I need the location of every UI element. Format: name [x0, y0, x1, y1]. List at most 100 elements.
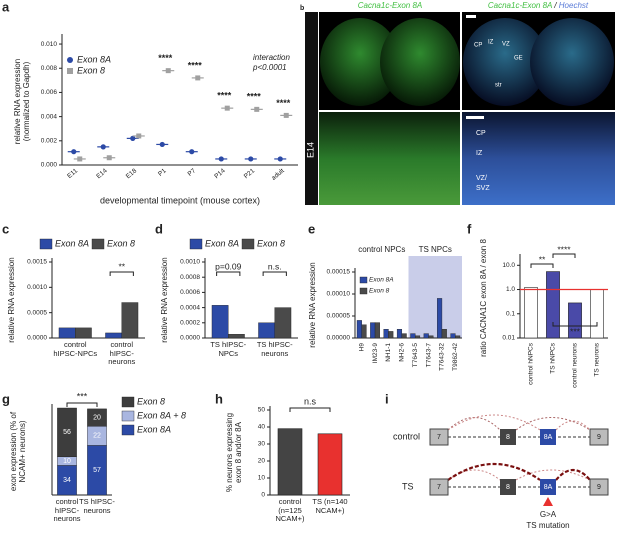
annotation: n.s [304, 396, 317, 406]
group-label: TS NPCs [419, 245, 452, 254]
x-tick-label: TS hIPSC-NPCs [210, 340, 247, 358]
bar [388, 331, 394, 339]
image-tissue [320, 18, 400, 106]
y-axis-label: exon expression (% of [9, 411, 18, 491]
point [189, 149, 195, 155]
legend-swatch [67, 57, 73, 63]
x-tick-label: T9862-42 [452, 343, 459, 371]
bar [121, 302, 139, 339]
y-tick-label: 0.006 [41, 89, 58, 96]
point [71, 149, 77, 155]
bar [590, 289, 604, 339]
bar [383, 329, 389, 339]
y-tick-label: 0.000 [41, 162, 58, 169]
significance: **** [276, 98, 291, 108]
mutation-label: G>A [540, 510, 557, 519]
x-tick-label: adult [270, 167, 285, 182]
legend-swatch [91, 238, 105, 250]
legend-swatch [67, 68, 73, 74]
y-tick-label: 0.0002 [180, 320, 200, 327]
legend-label: Exon 8 [77, 65, 105, 75]
exon [500, 479, 516, 495]
segment-label: 10 [63, 458, 71, 465]
x-tick-label: TS (n=140 NCAM+) [312, 497, 348, 515]
segment-label: 22 [93, 433, 101, 440]
image-tissue [463, 18, 547, 106]
bar [546, 271, 560, 339]
bar [568, 302, 582, 339]
region-label: CP [476, 130, 486, 137]
y-tick-label: 0.1 [506, 310, 515, 317]
bracket [289, 407, 331, 412]
legend-swatch [39, 238, 53, 250]
y-tick-label: 0.0004 [180, 304, 200, 311]
y-tick-label: 0.0005 [27, 309, 47, 316]
y-tick-label: 0.008 [41, 65, 58, 72]
annotation: interaction [253, 53, 290, 62]
segment-label: 34 [63, 477, 71, 484]
x-axis-label: developmental timepoint (mouse cortex) [100, 195, 260, 205]
significance: **** [247, 92, 262, 102]
x-tick-label: TS hIPSC-neurons [256, 340, 293, 358]
y-tick-label: 20 [258, 458, 266, 465]
legend-label: Exon 8A + 8 [137, 410, 186, 420]
bar [428, 335, 434, 339]
y-tick-label: 50 [258, 407, 266, 414]
bracket [66, 402, 98, 407]
bar-segment [57, 407, 77, 457]
legend-label: Exon 8A [55, 238, 89, 248]
point [130, 135, 136, 141]
x-tick-label: E14 [95, 167, 109, 180]
y-tick-label: 0.0000 [27, 335, 47, 342]
y-tick-label: 0.00000 [327, 335, 351, 342]
x-tick-label: IM23-9 [372, 343, 379, 364]
y-tick-label: 0.00010 [327, 291, 351, 298]
y-tick-label: 0.00005 [327, 313, 351, 320]
x-tick-label: control hIPSC-NPCs [53, 340, 98, 358]
row-label: TS [402, 481, 414, 491]
y-axis-label: ratio CACNA1C exon 8A / exon 8 [479, 239, 488, 357]
legend-swatch [121, 410, 135, 422]
legend-swatch [241, 238, 255, 250]
bracket [216, 271, 241, 276]
region-label: VZ [502, 42, 510, 48]
legend-label: Exon 8A [369, 277, 394, 284]
x-tick-label: T7643-5 [412, 343, 419, 368]
x-tick-label: control hIPSC-neurons [108, 340, 136, 366]
point [254, 106, 260, 112]
legend-label: Exon 8 [137, 396, 165, 406]
side-strip [305, 12, 318, 205]
bar [317, 433, 343, 496]
region-label: str [495, 83, 502, 89]
title-part: Hoechst [559, 1, 589, 10]
region-label: SVZ [476, 185, 490, 192]
y-tick-label: 10 [258, 475, 266, 482]
significance: p=0.09 [215, 261, 242, 271]
bar [374, 322, 380, 339]
y-tick-label: 0.004 [41, 113, 58, 120]
region-label: IZ [488, 40, 494, 46]
point [165, 68, 171, 74]
x-tick-label: H9 [358, 343, 365, 352]
significance: *** [77, 391, 88, 401]
y-axis-label: relative RNA expression [7, 257, 16, 342]
y-tick-label: 30 [258, 441, 266, 448]
bar [105, 332, 122, 339]
panel-label: b [300, 5, 304, 12]
x-tick-label: TS hNPCs [550, 342, 557, 373]
bar [277, 428, 303, 496]
segment-label: 56 [63, 429, 71, 436]
region-labels: CP IZ VZ GE str CP IZ VZ/ SVZ [474, 40, 523, 192]
y-tick-label: 0.0000 [180, 335, 200, 342]
legend-label: Exon 8A [77, 54, 111, 64]
x-tick-label: TS hIPSC-neurons [79, 497, 115, 515]
x-tick-label: control hIPSC-neurons [53, 497, 81, 523]
y-axis-label: relative RNA expression [13, 59, 22, 144]
bar-segment [87, 408, 107, 427]
significance: **** [217, 91, 232, 101]
title-part: / [553, 1, 557, 10]
annotation: **** [557, 244, 571, 254]
exon [589, 428, 609, 446]
bracket [552, 322, 598, 327]
bar [211, 305, 229, 339]
